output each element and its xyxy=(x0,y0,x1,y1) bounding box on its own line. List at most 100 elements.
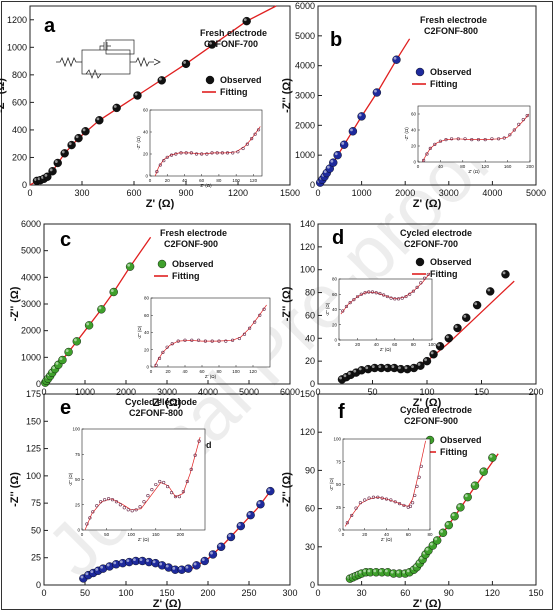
inset-data-point xyxy=(205,152,209,156)
inset-data-point xyxy=(512,128,516,132)
data-point-highlight xyxy=(134,92,138,96)
y-tick-label: 1000 xyxy=(295,150,315,160)
data-point-highlight xyxy=(165,564,169,568)
x-tick-label: 600 xyxy=(126,188,141,198)
x-tick-label: 80 xyxy=(411,342,417,347)
data-point xyxy=(488,453,497,462)
inset-data-point xyxy=(184,151,188,155)
data-point-highlight xyxy=(54,160,58,163)
cpe-element xyxy=(105,39,135,55)
inset-data-point xyxy=(371,495,376,499)
inset-data-point xyxy=(197,439,201,443)
x-tick-label: 0 xyxy=(342,532,345,537)
x-tick-label: 0 xyxy=(149,178,152,183)
data-point xyxy=(95,116,104,125)
data-point-highlight xyxy=(86,322,90,326)
x-tick-label: 160 xyxy=(504,164,512,169)
inset-data-point xyxy=(428,146,432,150)
legend: Observed Fitting xyxy=(422,435,482,457)
y-tick-label: 1000 xyxy=(7,42,27,52)
data-point-highlight xyxy=(464,494,468,498)
data-point xyxy=(84,321,94,330)
data-point-highlight xyxy=(353,369,357,373)
inset-data-point xyxy=(165,345,169,349)
data-point-highlight xyxy=(185,565,189,569)
y-tick-label: 100 xyxy=(333,437,341,442)
y-tick-label: 0 xyxy=(145,174,148,179)
x-axis-label: Z' (Ω) xyxy=(468,169,480,174)
inset-frame xyxy=(338,278,433,341)
data-point-highlight xyxy=(451,513,455,517)
data-point-highlight xyxy=(391,365,395,368)
inset-data-point xyxy=(185,479,189,484)
data-point-highlight xyxy=(343,374,347,378)
x-axis-label: Z' (Ω) xyxy=(413,198,442,210)
legend-label-observed: Observed xyxy=(440,435,482,445)
y-tick-label: 100 xyxy=(72,427,80,432)
data-point-highlight xyxy=(393,56,397,60)
legend-label-fitting: Fitting xyxy=(430,269,458,279)
y-axis-label: -Z'' (Ω) xyxy=(325,302,330,316)
inset-data-point xyxy=(114,500,119,504)
inset-data-point xyxy=(158,479,162,484)
data-point xyxy=(64,347,73,357)
panel-letter: b xyxy=(330,29,342,51)
x-tick-label: 20 xyxy=(165,178,171,183)
x-tick-label: 50 xyxy=(367,387,377,397)
data-point-highlight xyxy=(430,542,433,546)
data-point-highlight xyxy=(158,77,162,81)
inset-data-point xyxy=(396,297,401,301)
warburg-element xyxy=(130,56,161,68)
inset-data-point xyxy=(345,521,349,525)
inset-data-point xyxy=(126,508,130,512)
panel-title: Fresh electrode xyxy=(200,28,267,38)
data-point-highlight xyxy=(139,558,143,561)
inset-data-point xyxy=(193,453,197,457)
panel-sample: C2FONF-800 xyxy=(129,408,183,418)
x-tick-label: 100 xyxy=(428,342,436,347)
legend: Observed Fitting xyxy=(202,75,262,97)
inset-data-point xyxy=(189,467,193,472)
data-point-highlight xyxy=(347,372,351,375)
inset-data-point xyxy=(146,494,150,498)
data-point xyxy=(462,313,471,322)
data-point-highlight xyxy=(98,306,102,310)
data-point-highlight xyxy=(446,522,449,526)
x-axis-label: Z' (Ω) xyxy=(153,397,182,409)
inset-data-point xyxy=(438,139,443,143)
inset-data-point xyxy=(150,488,154,492)
y-tick-label: 60 xyxy=(305,310,315,320)
inset-data-point xyxy=(517,122,521,126)
inset-data-point xyxy=(161,350,165,354)
data-point-highlight xyxy=(390,570,394,574)
y-tick-label: 1200 xyxy=(7,15,27,25)
x-tick-label: 60 xyxy=(400,588,410,598)
x-tick-label: 40 xyxy=(438,164,444,169)
data-point xyxy=(450,512,459,521)
inset-fitting-line xyxy=(340,272,431,315)
inset-data-point xyxy=(415,285,419,289)
data-point xyxy=(184,564,193,573)
inset-data-point xyxy=(154,482,158,487)
data-point xyxy=(81,127,90,136)
data-point xyxy=(348,127,358,136)
legend: Observed Fitting xyxy=(412,67,472,89)
inset-data-point xyxy=(359,292,363,296)
data-point xyxy=(432,536,442,545)
legend-label-observed: Observed xyxy=(430,67,472,77)
inset-data-point xyxy=(215,151,219,155)
y-tick-label: 2000 xyxy=(21,326,41,336)
data-point-highlight xyxy=(126,559,130,563)
y-tick-label: 80 xyxy=(332,277,338,282)
inset-data-point xyxy=(176,339,180,343)
inset-data-point xyxy=(157,356,162,360)
inset-data-point xyxy=(397,502,402,506)
y-tick-label: 200 xyxy=(12,152,27,162)
data-point xyxy=(422,356,432,366)
data-point xyxy=(60,149,69,158)
inset-fitting-line xyxy=(344,440,426,527)
inset-data-point xyxy=(344,304,349,309)
x-axis-label: Z' (Ω) xyxy=(205,374,217,379)
